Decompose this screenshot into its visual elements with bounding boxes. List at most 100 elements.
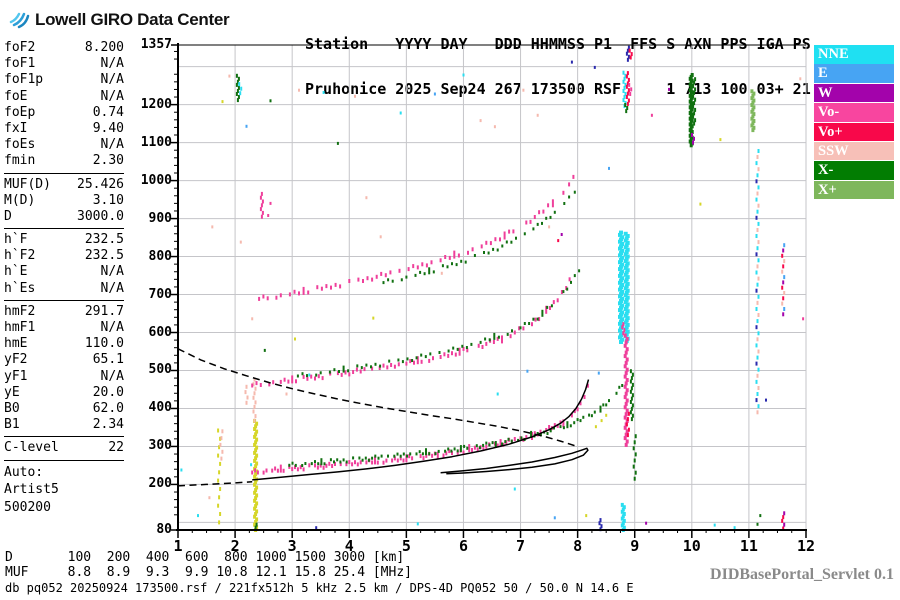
trace-dot: [374, 454, 377, 458]
param-row: h`E N/A: [4, 264, 124, 280]
param-label: hmF1: [4, 320, 36, 335]
echo-column-dot: [782, 312, 785, 317]
trace-dot: [548, 425, 551, 429]
trace-dot: [295, 379, 297, 384]
echo-column-dot: [782, 264, 785, 269]
y-tick-label: 900: [148, 210, 172, 226]
trace-dot: [553, 426, 555, 430]
param-value: 8.200: [84, 40, 124, 55]
echo-column-dot: [253, 442, 257, 447]
echo-column-dot: [783, 307, 786, 311]
echo-column-dot: [623, 300, 628, 305]
noise-dot: [250, 463, 253, 467]
noise-dot: [759, 514, 762, 518]
noise-dot: [228, 74, 231, 78]
trace-dot: [320, 458, 323, 466]
trace-dot: [538, 317, 541, 322]
trace-dot: [568, 277, 571, 282]
trace-dot: [351, 462, 354, 467]
echo-column-dot: [751, 128, 755, 133]
trace-dot: [491, 441, 494, 445]
echo-column-dot: [254, 464, 258, 469]
param-label: fxI: [4, 120, 28, 136]
trace-dot: [262, 470, 265, 475]
trace-dot: [366, 276, 369, 281]
echo-column-dot: [629, 369, 632, 374]
echo-column-dot: [624, 350, 628, 355]
echo-column-dot: [625, 288, 630, 293]
trace-dot: [296, 374, 299, 378]
echo-column-dot: [624, 256, 629, 261]
trace-dot: [547, 203, 550, 208]
trace-dot: [468, 444, 471, 453]
echo-column-dot: [254, 520, 258, 524]
trace-dot: [443, 352, 446, 357]
trace-dot: [437, 449, 440, 453]
trace-dot: [288, 463, 291, 467]
echo-column-dot: [253, 490, 257, 495]
trace-dot: [419, 454, 422, 459]
echo-column-dot: [618, 267, 622, 272]
echo-column-dot: [254, 440, 258, 445]
echo-column-dot: [750, 89, 754, 94]
trace-dot: [409, 359, 412, 364]
echo-column-dot: [623, 425, 627, 430]
noise-dot: [379, 235, 382, 239]
trace-dot: [405, 275, 408, 279]
echo-column-dot: [755, 215, 758, 220]
echo-column-dot: [751, 107, 755, 112]
echo-column-dot: [750, 116, 754, 121]
y-tick-label: 1100: [140, 134, 172, 150]
trace-dot: [447, 353, 450, 358]
noise-dot: [180, 468, 183, 472]
noise-dot: [799, 77, 802, 81]
trace-dot: [550, 304, 553, 308]
trace-dot: [342, 365, 345, 373]
trace-dot: [317, 374, 320, 379]
echo-column-dot: [624, 92, 627, 96]
trace-dot: [316, 285, 319, 290]
trace-dot: [570, 280, 572, 284]
echo-column-dot: [625, 388, 629, 393]
echo-column-dot: [624, 371, 628, 376]
noise-dot: [294, 337, 296, 341]
echo-column-dot: [259, 195, 262, 200]
echo-column-dot: [619, 237, 623, 242]
trace-dot: [334, 462, 336, 466]
trace-dot: [279, 293, 282, 298]
echo-column-dot: [620, 262, 624, 267]
trace-dot: [517, 438, 520, 442]
trace-dot: [438, 351, 441, 354]
trace-dot: [420, 353, 423, 357]
noise-dot: [479, 119, 482, 123]
panel-divider: [4, 228, 124, 230]
trace-dot: [393, 364, 396, 369]
trace-dot: [272, 380, 275, 385]
noise-dot: [645, 521, 648, 525]
trace-dot: [422, 456, 425, 461]
param-label: foEp: [4, 104, 36, 120]
trace-dot: [294, 463, 297, 467]
noise-dot: [208, 496, 211, 500]
trace-dot: [251, 470, 254, 475]
echo-column-dot: [623, 313, 628, 318]
echo-column-dot: [625, 316, 630, 321]
legend-item-ssw: SSW: [814, 141, 894, 161]
trace-dot: [512, 229, 515, 234]
echo-column-dot: [628, 48, 631, 53]
noise-dot: [536, 113, 539, 117]
trace-dot: [423, 272, 426, 276]
giro-logo[interactable]: Lowell GIRO Data Center: [8, 6, 230, 34]
echo-column-dot: [752, 125, 756, 130]
echo-column-dot: [755, 270, 758, 275]
legend-item-e: E: [814, 64, 894, 83]
echo-column-dot: [253, 377, 256, 382]
trace-dot: [256, 470, 259, 475]
echo-column-dot: [631, 372, 634, 377]
trace-dot: [380, 454, 383, 458]
parameter-panel: foF2 8.200 foF1 N/A foF1p N/A foE N/A foEp 0.74 fx…: [4, 40, 124, 516]
echo-column-dot: [255, 445, 259, 450]
noise-dot: [399, 111, 402, 115]
param-value: N/A: [100, 72, 124, 88]
echo-column-dot: [625, 329, 630, 334]
